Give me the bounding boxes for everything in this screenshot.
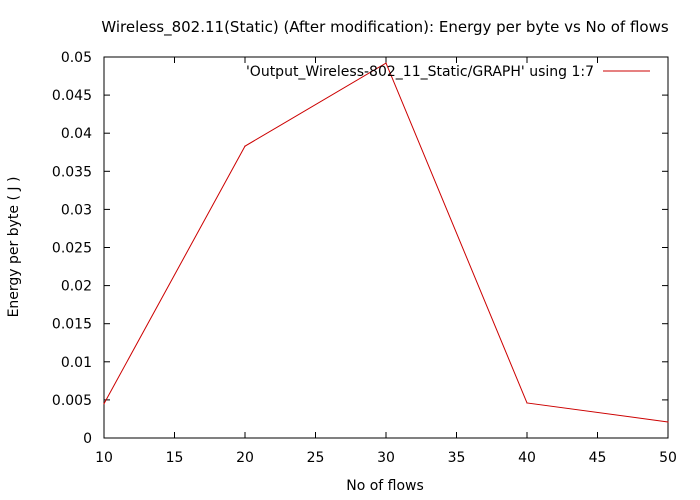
data-point [103,403,105,405]
x-tick-label: 45 [589,450,607,466]
y-tick-label: 0.025 [52,241,92,257]
y-tick-label: 0.035 [52,164,92,180]
x-tick-label: 50 [659,450,677,466]
x-tick-label: 10 [95,450,113,466]
y-tick-label: 0.05 [61,50,92,66]
x-tick-label: 30 [377,450,395,466]
y-tick-label: 0.005 [52,393,92,409]
data-point [244,145,246,147]
chart-title: Wireless_802.11(Static) (After modificat… [101,18,669,37]
x-axis-ticks: 10 15 20 25 30 35 40 45 50 [95,57,677,466]
data-point [385,62,387,64]
legend-label: 'Output_Wireless-802_11_Static/GRAPH' us… [246,64,594,80]
y-tick-label: 0 [83,431,92,447]
x-tick-label: 40 [518,450,536,466]
series-layer [103,62,669,423]
data-point [667,421,669,423]
y-axis-label: Energy per byte ( J ) [6,177,22,318]
plot-frame [103,56,669,439]
series-line [103,62,669,423]
y-tick-label: 0.02 [61,279,92,295]
y-tick-label: 0.01 [61,355,92,371]
x-tick-label: 35 [448,450,466,466]
data-point [526,402,528,404]
x-tick-label: 25 [307,450,325,466]
y-tick-label: 0.045 [52,88,92,104]
y-axis-ticks: 0 0.005 0.01 0.015 0.02 0.025 0.03 0.035 0.04 0.0… [52,50,668,447]
y-tick-label: 0.04 [61,126,92,142]
legend: 'Output_Wireless-802_11_Static/GRAPH' us… [246,64,650,80]
x-tick-label: 20 [236,450,254,466]
y-tick-label: 0.03 [61,202,92,218]
x-axis-label: No of flows [346,478,424,494]
y-tick-label: 0.015 [52,317,92,333]
x-tick-label: 15 [166,450,184,466]
